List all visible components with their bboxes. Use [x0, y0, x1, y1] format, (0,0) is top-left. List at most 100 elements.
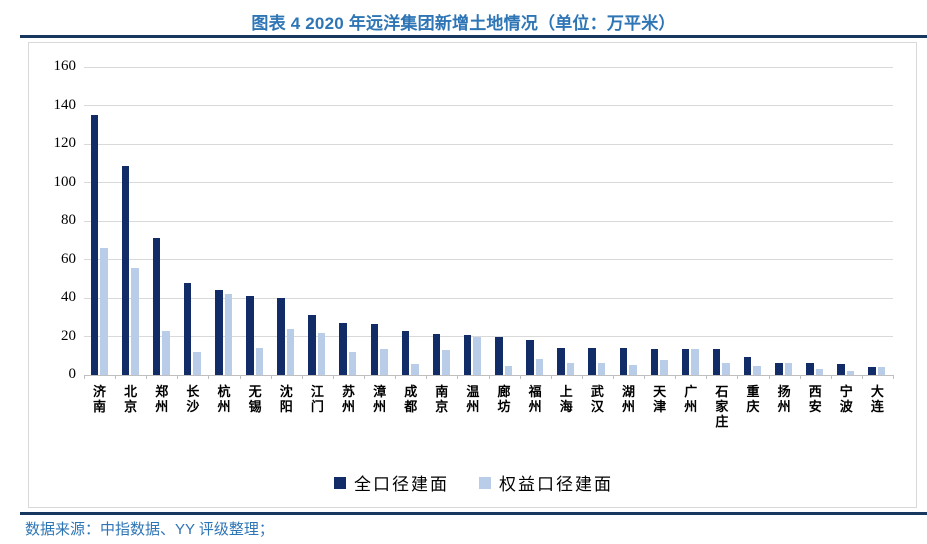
- x-axis-label-char: 郑: [155, 384, 169, 399]
- bar-equity-gfa: [660, 359, 668, 375]
- x-axis-label: 温州: [462, 384, 484, 414]
- x-axis-tick: [457, 375, 459, 379]
- bar-equity-gfa: [193, 351, 201, 375]
- x-axis-label: 大连: [866, 384, 888, 414]
- bar-full-caliber-gfa: [526, 340, 534, 375]
- bar-full-caliber-gfa: [432, 333, 441, 375]
- x-axis-label-char: 杭: [217, 384, 231, 399]
- plot-area: 0 20 40 60 80 100 120 140 160 济南北京郑州长沙杭州无锡沈阳江门苏州漳…: [54, 58, 894, 429]
- x-axis-label: 济南: [89, 384, 111, 414]
- bar-equity-gfa: [535, 358, 544, 375]
- gridline: [84, 220, 893, 222]
- source-note: 数据来源：中指数据、YY 评级整理；: [25, 521, 274, 538]
- x-axis-label-char: 廊: [497, 384, 511, 399]
- x-axis-tick: [84, 375, 85, 379]
- x-axis-tick: [550, 375, 552, 379]
- x-axis-label-char: 州: [684, 399, 698, 414]
- chart-title: 图表 4 2020 年远洋集团新增土地情况（单位：万平米）: [251, 14, 676, 33]
- x-axis-label: 苏州: [337, 384, 359, 414]
- x-axis-label-char: 津: [653, 399, 667, 414]
- x-axis-tick: [270, 375, 272, 379]
- x-axis-label-char: 济: [93, 384, 107, 399]
- x-axis-tick: [488, 375, 490, 379]
- x-axis-label-char: 州: [341, 399, 355, 414]
- x-axis-label: 成都: [400, 384, 422, 414]
- x-axis-label-char: 门: [310, 399, 324, 414]
- x-axis-label-char: 湖: [622, 384, 636, 399]
- gridline: [84, 297, 893, 299]
- x-axis-label-char: 海: [559, 399, 573, 414]
- bar-equity-gfa: [784, 363, 793, 375]
- x-axis-tick: [146, 375, 148, 379]
- x-axis-tick: [301, 375, 303, 379]
- x-axis-label: 石家庄: [711, 384, 733, 429]
- chart-frame: 0 20 40 60 80 100 120 140 160 济南北京郑州长沙杭州无锡沈阳江门苏州漳…: [28, 42, 917, 508]
- x-axis-label-char: 西: [808, 384, 822, 399]
- y-axis-tick-label: 120: [53, 135, 77, 151]
- bar-full-caliber-gfa: [681, 349, 690, 375]
- x-axis-label-char: 沈: [279, 384, 293, 399]
- bar-full-caliber-gfa: [868, 367, 876, 375]
- bar-equity-gfa: [100, 247, 108, 375]
- x-axis-label-char: 庄: [715, 414, 729, 429]
- x-axis-tick: [239, 375, 241, 379]
- bar-equity-gfa: [629, 365, 637, 375]
- x-axis-label-char: 天: [653, 384, 667, 399]
- x-axis-label-char: 连: [870, 399, 884, 414]
- bar-full-caliber-gfa: [339, 323, 347, 375]
- bar-equity-gfa: [815, 369, 824, 375]
- legend-item-full-caliber-gfa: 全口径建面: [334, 470, 449, 495]
- x-axis-tick: [644, 375, 646, 379]
- bar-equity-gfa: [566, 362, 575, 375]
- x-axis-label-char: 坊: [497, 399, 511, 414]
- x-axis-tick: [861, 375, 863, 379]
- x-axis-label-char: 重: [746, 384, 760, 399]
- x-axis-label-char: 南: [93, 399, 107, 414]
- bar-full-caliber-gfa: [183, 282, 192, 375]
- bar-equity-gfa: [846, 371, 855, 375]
- x-axis-label: 扬州: [773, 384, 795, 414]
- bar-full-caliber-gfa: [463, 334, 472, 375]
- bar-equity-gfa: [348, 351, 357, 375]
- x-axis-label-char: 广: [684, 384, 698, 399]
- x-axis-label: 宁波: [835, 384, 857, 414]
- bar-full-caliber-gfa: [277, 298, 285, 375]
- bar-equity-gfa: [442, 349, 450, 375]
- x-axis-tick: [830, 375, 832, 379]
- bar-equity-gfa: [691, 349, 699, 375]
- bar-equity-gfa: [473, 336, 481, 375]
- gridline: [84, 143, 893, 145]
- x-axis-label-char: 武: [590, 384, 604, 399]
- y-axis-tick-label: 140: [53, 96, 77, 113]
- x-axis-tick: [519, 375, 521, 379]
- x-axis-tick: [581, 375, 583, 379]
- x-axis-tick: [893, 375, 894, 379]
- x-axis-label: 天津: [649, 384, 671, 414]
- x-axis-label-char: 锡: [248, 399, 262, 414]
- x-axis-tick: [426, 375, 428, 379]
- bar-equity-gfa: [131, 268, 139, 375]
- bar-full-caliber-gfa: [712, 349, 721, 375]
- x-axis-tick: [737, 375, 739, 379]
- x-axis-label-char: 安: [808, 399, 822, 414]
- x-axis-label: 廊坊: [493, 384, 515, 414]
- x-axis-label-char: 波: [839, 399, 853, 414]
- x-axis-label-char: 苏: [341, 384, 355, 399]
- bar-full-caliber-gfa: [370, 324, 379, 375]
- gridline: [84, 66, 893, 68]
- x-axis-label-char: 南: [435, 384, 449, 399]
- legend-item-equity-gfa: 权益口径建面: [479, 470, 613, 495]
- x-axis-label-char: 上: [559, 384, 573, 399]
- x-axis-label-char: 成: [404, 384, 418, 399]
- x-axis-label-char: 州: [155, 399, 169, 414]
- bar-full-caliber-gfa: [215, 290, 223, 375]
- x-axis-label: 无锡: [244, 384, 266, 414]
- bar-full-caliber-gfa: [743, 356, 752, 375]
- bar-full-caliber-gfa: [152, 238, 161, 375]
- gridline: [84, 182, 893, 183]
- bar-full-caliber-gfa: [837, 364, 845, 375]
- gridline: [84, 336, 893, 337]
- x-axis-label-char: 长: [186, 384, 200, 399]
- x-axis-label: 杭州: [213, 384, 235, 414]
- x-axis-label-char: 大: [870, 384, 884, 399]
